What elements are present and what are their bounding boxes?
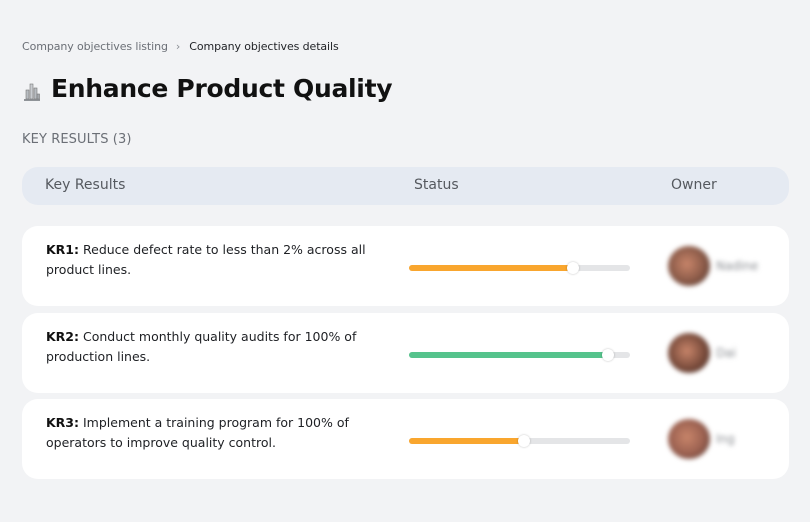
key-result-text: Implement a training program for 100% of… [46, 415, 349, 450]
breadcrumb: Company objectives listing › Company obj… [22, 39, 339, 55]
progress-fill [409, 265, 573, 271]
key-result-row[interactable]: KR3: Implement a training program for 10… [22, 399, 789, 479]
avatar [668, 333, 710, 373]
avatar [668, 419, 710, 459]
owner-name: Dai [716, 346, 736, 360]
progress-thumb[interactable] [517, 435, 530, 447]
key-result-description: KR1: Reduce defect rate to less than 2% … [46, 240, 366, 280]
buildings-chart-icon [24, 83, 40, 101]
breadcrumb-separator-icon: › [175, 40, 181, 53]
key-result-description: KR2: Conduct monthly quality audits for … [46, 327, 366, 367]
status-progress-bar [409, 349, 630, 361]
column-header-status: Status [414, 177, 459, 193]
key-result-text: Reduce defect rate to less than 2% acros… [46, 242, 366, 277]
key-result-id: KR2: [46, 329, 80, 344]
owner-cell: Dai [668, 333, 736, 373]
key-result-id: KR1: [46, 242, 80, 257]
key-result-row[interactable]: KR2: Conduct monthly quality audits for … [22, 313, 789, 393]
progress-fill [409, 352, 608, 358]
owner-name: Ing [716, 432, 735, 446]
avatar [668, 246, 710, 286]
key-results-table-header: Key Results Status Owner [22, 167, 789, 205]
progress-fill [409, 438, 524, 444]
key-result-id: KR3: [46, 415, 80, 430]
objective-header: Enhance Product Quality [22, 72, 393, 106]
page-title: Enhance Product Quality [51, 74, 393, 103]
column-header-key-results: Key Results [45, 177, 126, 193]
status-progress-bar [409, 435, 630, 447]
column-header-owner: Owner [671, 177, 717, 193]
progress-thumb[interactable] [566, 262, 579, 274]
breadcrumb-current-page: Company objectives details [189, 40, 339, 53]
progress-thumb[interactable] [601, 349, 614, 361]
key-results-count-label: KEY RESULTS (3) [22, 132, 132, 147]
owner-name: Nadine [716, 259, 759, 273]
status-progress-bar [409, 262, 630, 274]
key-result-description: KR3: Implement a training program for 10… [46, 413, 366, 453]
key-result-text: Conduct monthly quality audits for 100% … [46, 329, 357, 364]
owner-cell: Nadine [668, 246, 758, 286]
breadcrumb-objectives-listing-link[interactable]: Company objectives listing [22, 40, 168, 53]
owner-cell: Ing [668, 419, 735, 459]
key-result-row[interactable]: KR1: Reduce defect rate to less than 2% … [22, 226, 789, 306]
